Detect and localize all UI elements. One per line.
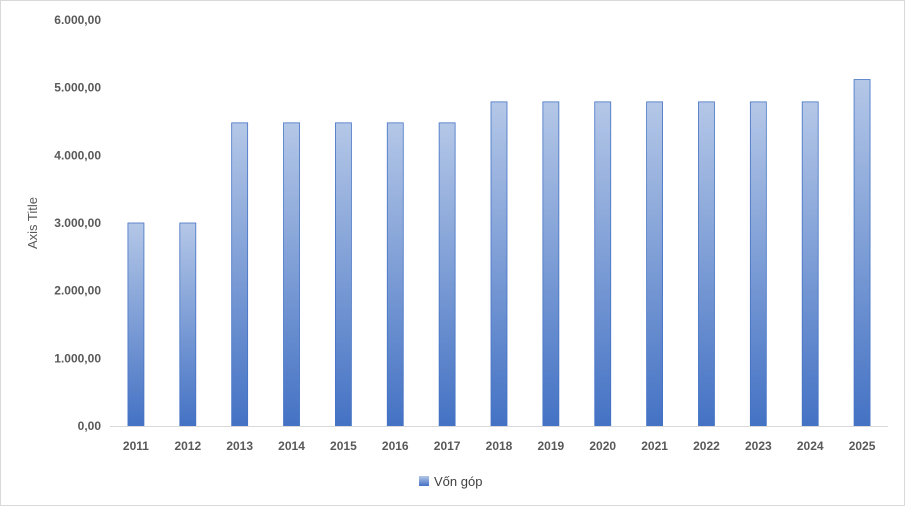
bar [283, 122, 300, 427]
x-tick-label: 2025 [849, 439, 876, 453]
x-tick-label: 2023 [745, 439, 772, 453]
bar [594, 101, 612, 427]
x-axis-ticks: 2011 2012 2013 2014 2015 2016 2017 2018 2019 2020… [123, 439, 876, 453]
bar [646, 101, 663, 427]
y-tick-label: 0,00 [78, 419, 102, 433]
y-tick-label: 5.000,00 [54, 81, 101, 95]
y-tick-label: 2.000,00 [54, 284, 101, 298]
x-tick-label: 2012 [174, 439, 201, 453]
bar [179, 222, 197, 427]
bar [386, 122, 404, 427]
bar [801, 101, 819, 427]
x-tick-label: 2024 [797, 439, 824, 453]
legend: Vốn góp [419, 474, 482, 489]
bar [698, 101, 715, 427]
y-tick-label: 4.000,00 [54, 148, 101, 162]
y-tick-label: 3.000,00 [54, 216, 101, 230]
x-tick-label: 2015 [330, 439, 357, 453]
x-tick-label: 2021 [641, 439, 668, 453]
legend-label: Vốn góp [434, 474, 482, 489]
bar [231, 122, 249, 427]
x-tick-label: 2018 [486, 439, 513, 453]
x-tick-label: 2013 [226, 439, 253, 453]
x-tick-label: 2017 [434, 439, 461, 453]
bar [127, 222, 145, 427]
legend-swatch [419, 476, 429, 486]
bar [853, 79, 871, 427]
bar [749, 101, 767, 427]
y-tick-label: 1.000,00 [54, 351, 101, 365]
x-tick-label: 2011 [123, 439, 149, 453]
bars [127, 79, 871, 427]
bar [542, 101, 560, 427]
x-tick-label: 2022 [693, 439, 720, 453]
y-axis-ticks: 0,00 1.000,00 2.000,00 3.000,00 4.000,00 5.00… [54, 13, 101, 433]
bar [438, 122, 456, 427]
y-tick-label: 6.000,00 [54, 13, 101, 27]
x-tick-label: 2016 [382, 439, 409, 453]
x-tick-label: 2014 [278, 439, 305, 453]
bar [334, 122, 352, 427]
y-axis-title: Axis Title [25, 197, 40, 249]
x-tick-label: 2020 [589, 439, 616, 453]
bar [490, 101, 508, 427]
x-tick-label: 2019 [538, 439, 565, 453]
